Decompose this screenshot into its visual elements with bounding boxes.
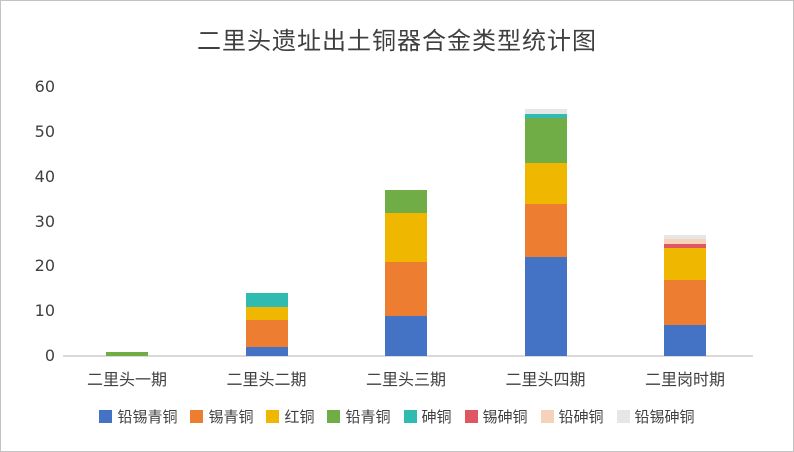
bar-segment — [524, 113, 567, 119]
x-tick-label: 二里头四期 — [505, 370, 586, 389]
y-tick-label: 50 — [34, 121, 55, 141]
bar-segment — [245, 320, 288, 348]
bar-segment — [664, 248, 706, 280]
legend-label: 铅砷铜 — [558, 408, 604, 426]
legend-item: 铅砷铜 — [540, 406, 604, 427]
bar-segment — [664, 234, 706, 240]
bar-segment — [385, 190, 427, 213]
legend-marker-icon — [327, 410, 341, 423]
legend-marker-icon — [540, 410, 554, 423]
bar-segment — [385, 212, 427, 262]
x-tick-label: 二里头二期 — [226, 370, 307, 389]
legend-marker-icon — [266, 410, 280, 423]
bar-segment — [524, 118, 567, 164]
bar-segment — [245, 306, 288, 321]
y-tick-label: 20 — [34, 256, 55, 276]
bar-segment — [524, 203, 567, 258]
legend-marker-icon — [99, 410, 113, 423]
x-tick-label: 二里岗时期 — [644, 370, 725, 389]
bar-segment — [524, 163, 567, 204]
legend: 铅锡青铜 锡青铜 红铜 铅青铜 砷铜 锡砷铜 铅砷铜 铅锡砷铜 — [1, 406, 793, 427]
legend-item: 锡青铜 — [190, 406, 253, 427]
legend-item: 铅锡青铜 — [99, 406, 177, 427]
legend-item: 锡砷铜 — [464, 406, 528, 427]
legend-marker-icon — [403, 410, 417, 423]
chart-title: 二里头遗址出土铜器合金类型统计图 — [197, 27, 597, 55]
legend-label: 铅青铜 — [345, 408, 391, 426]
legend-label: 铅锡青铜 — [117, 408, 178, 426]
legend-label: 锡砷铜 — [482, 408, 528, 426]
bar-segment — [245, 293, 288, 307]
bar-segment — [106, 351, 148, 356]
x-tick-label: 二里头三期 — [365, 370, 446, 389]
legend-marker-icon — [616, 410, 630, 423]
y-tick-label: 30 — [34, 211, 55, 231]
bar-segment — [664, 324, 706, 356]
x-tick-label: 二里头一期 — [86, 370, 167, 389]
y-tick-label: 10 — [34, 301, 55, 321]
legend-marker-icon — [190, 410, 204, 423]
legend-label: 红铜 — [284, 408, 315, 426]
bar-segment — [245, 347, 288, 356]
legend-marker-icon — [464, 410, 478, 423]
y-tick-label: 0 — [44, 346, 55, 365]
legend-item: 铅锡砷铜 — [616, 406, 695, 427]
x-axis-line — [63, 355, 753, 357]
bar-segment — [524, 109, 567, 114]
legend-item: 红铜 — [266, 406, 314, 427]
legend-label: 砷铜 — [421, 408, 452, 426]
legend-label: 锡青铜 — [208, 408, 254, 426]
bar-segment — [664, 243, 706, 249]
bar-segment — [385, 261, 427, 316]
y-tick-label: 60 — [34, 77, 55, 96]
bar-segment — [664, 239, 706, 244]
y-tick-label: 40 — [34, 166, 55, 186]
legend-item: 铅青铜 — [327, 406, 391, 427]
bar-segment — [385, 315, 427, 356]
bar-segment — [664, 279, 706, 325]
legend-label: 铅锡砷铜 — [634, 408, 695, 426]
legend-item: 砷铜 — [403, 406, 452, 427]
bar-segment — [524, 257, 567, 356]
